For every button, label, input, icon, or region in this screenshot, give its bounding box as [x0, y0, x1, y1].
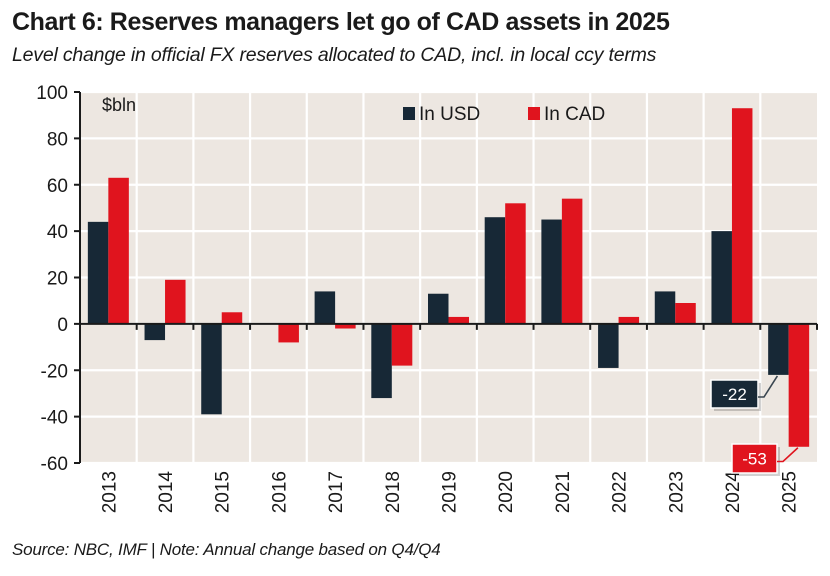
bar-cad-2020: [505, 203, 526, 324]
y-tick-label: -20: [41, 361, 68, 382]
x-tick-label: 2019: [440, 471, 461, 513]
bar-cad-2017: [335, 323, 356, 329]
callout-box: [731, 443, 778, 474]
bar-cad-2014: [165, 279, 186, 324]
callout-cad: -53: [731, 443, 799, 476]
legend-label-cad: In CAD: [544, 104, 605, 125]
bar-cad-2013: [108, 177, 129, 324]
x-tick-label: 2023: [666, 471, 687, 513]
callout-usd: -22: [710, 375, 779, 411]
y-tick-label: 20: [47, 269, 68, 290]
x-tick-label: 2016: [269, 471, 290, 513]
bar-cad-2023: [675, 303, 696, 324]
bar-cad-2016: [278, 323, 299, 343]
callouts: -22 -53: [710, 375, 799, 476]
legend-swatch-cad: [528, 107, 540, 120]
x-tick-label: 2018: [383, 471, 404, 513]
legend-label-usd: In USD: [419, 104, 480, 125]
bar-cad-2024: [731, 108, 753, 324]
callout-box: [710, 379, 759, 409]
bar-usd-2025: [768, 323, 789, 375]
legend-swatch-usd: [403, 107, 415, 120]
x-tick-label: 2020: [496, 471, 517, 513]
callout-leader: [777, 447, 799, 463]
source-note: Source: NBC, IMF | Note: Annual change b…: [12, 540, 441, 559]
y-tick-label: 40: [47, 222, 68, 243]
unit-label: $bln: [102, 95, 136, 115]
x-tick-label: 2024: [723, 471, 744, 514]
bar-usd-2015: [201, 323, 222, 415]
bars: [87, 108, 810, 447]
callout-leader: [758, 375, 779, 398]
bar-usd-2019: [428, 293, 449, 324]
legend: In USD In CAD: [403, 104, 605, 125]
x-tick-label: 2017: [326, 471, 347, 513]
callout-text: -22: [722, 385, 747, 404]
callout-text: -53: [742, 450, 767, 469]
bar-usd-2022: [598, 323, 619, 368]
bar-usd-2013: [87, 221, 109, 324]
bar-cad-2021: [561, 198, 583, 324]
bar-usd-2020: [484, 217, 506, 324]
x-tick-label: 2015: [213, 471, 234, 513]
bar-cad-2019: [448, 316, 469, 324]
y-tick-label: 60: [47, 176, 68, 197]
bar-usd-2018: [371, 323, 392, 399]
x-tick-label: 2013: [99, 471, 120, 513]
bar-usd-2017: [314, 291, 336, 324]
chart-subtitle: Level change in official FX reserves all…: [12, 44, 657, 66]
bar-usd-2014: [144, 323, 166, 341]
y-tick-label: 100: [36, 83, 68, 104]
x-tick-labels: 2013 2014 2015 2016 2017 2018 2019 2020 2021 2022…: [99, 471, 800, 514]
axes: [74, 91, 818, 464]
y-tick-label: 0: [57, 315, 68, 336]
x-tick-label: 2025: [780, 471, 801, 513]
bar-cad-2025: [788, 323, 810, 447]
bar-cad-2022: [618, 316, 640, 324]
y-tick-label: 80: [47, 129, 68, 150]
chart-title: Chart 6: Reserves managers let go of CAD…: [12, 8, 670, 36]
x-tick-label: 2021: [553, 471, 574, 513]
x-tick-label: 2014: [156, 471, 177, 514]
x-tick-label: 2022: [610, 471, 631, 513]
bar-cad-2018: [391, 323, 413, 366]
y-tick-label: -40: [41, 408, 68, 429]
bar-usd-2023: [654, 291, 676, 324]
y-tick-labels: 100 80 60 40 20 0 -20 -40 -60: [36, 83, 68, 475]
bar-cad-2015: [221, 312, 243, 324]
bar-usd-2021: [541, 219, 562, 324]
bar-usd-2024: [711, 231, 732, 324]
y-tick-label: -60: [41, 454, 68, 475]
